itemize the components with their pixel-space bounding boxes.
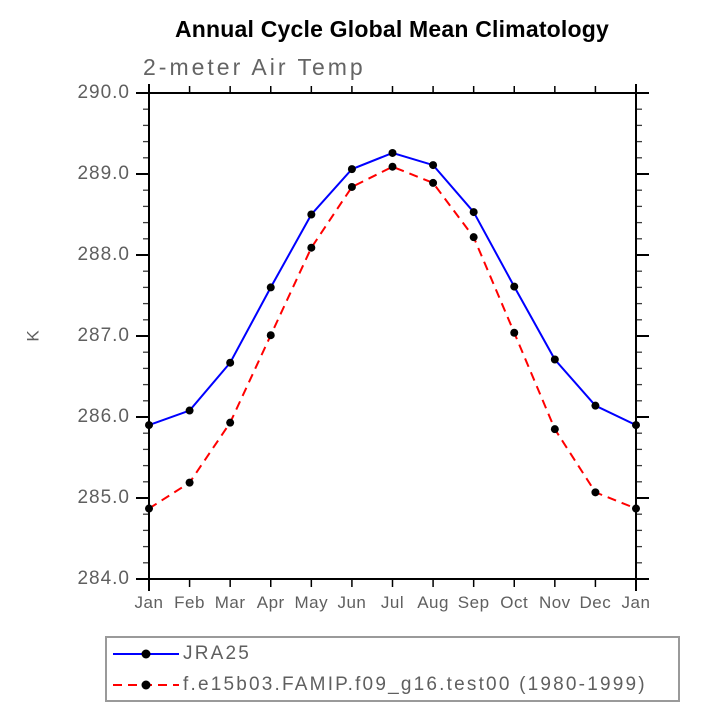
legend-item-model: f.e15b03.FAMIP.f09_g16.test00 (1980-1999… bbox=[107, 669, 678, 700]
x-tick-label: Jan bbox=[134, 593, 164, 612]
data-point-marker bbox=[185, 478, 194, 487]
legend-label: f.e15b03.FAMIP.f09_g16.test00 (1980-1999… bbox=[183, 673, 647, 695]
series-line-dashed bbox=[148, 165, 637, 510]
legend-item-jra25: JRA25 bbox=[107, 638, 678, 669]
y-tick-label: 290.0 bbox=[77, 82, 130, 103]
x-tick-label: Sep bbox=[457, 593, 490, 612]
data-point-marker bbox=[388, 162, 397, 171]
data-point-marker bbox=[429, 178, 438, 187]
legend-line-sample-dashed bbox=[113, 680, 179, 689]
legend: JRA25 f.e15b03.FAMIP.f09_g16.test00 (198… bbox=[105, 636, 680, 702]
series-line-solid bbox=[148, 151, 637, 427]
legend-marker-icon bbox=[141, 680, 151, 689]
y-tick-label: 289.0 bbox=[77, 163, 130, 184]
data-point-marker bbox=[510, 328, 519, 337]
data-point-marker bbox=[145, 421, 153, 430]
x-tick-label: Mar bbox=[214, 593, 246, 612]
data-point-marker bbox=[429, 161, 438, 170]
chart-subtitle: 2-meter Air Temp bbox=[143, 54, 366, 80]
y-tick-label: 287.0 bbox=[77, 325, 130, 346]
data-point-marker bbox=[307, 210, 316, 219]
chart-title: Annual Cycle Global Mean Climatology bbox=[174, 16, 610, 42]
x-tick-label: Feb bbox=[174, 593, 205, 612]
data-point-marker bbox=[307, 243, 316, 252]
x-tick-label: May bbox=[294, 593, 329, 612]
x-tick-label: Oct bbox=[500, 593, 529, 612]
legend-label: JRA25 bbox=[183, 642, 252, 664]
x-tick-label: Apr bbox=[256, 593, 285, 612]
x-tick-label: Nov bbox=[538, 593, 571, 612]
data-point-marker bbox=[550, 355, 559, 364]
x-tick-label: Aug bbox=[417, 593, 449, 612]
x-tick-label: Jun bbox=[337, 593, 367, 612]
x-tick-label: Jan bbox=[621, 593, 651, 612]
y-tick-label: 288.0 bbox=[77, 244, 130, 265]
data-point-marker bbox=[510, 282, 519, 291]
y-tick-label: 286.0 bbox=[77, 406, 130, 427]
data-point-marker bbox=[347, 165, 356, 174]
data-point-marker bbox=[632, 504, 640, 513]
data-point-marker bbox=[388, 148, 397, 157]
x-tick-label: Dec bbox=[579, 593, 612, 612]
data-point-marker bbox=[266, 283, 275, 292]
plot-frame bbox=[148, 92, 637, 580]
data-point-marker bbox=[550, 425, 559, 434]
data-point-marker bbox=[469, 233, 478, 242]
legend-line-sample-solid bbox=[113, 649, 179, 658]
data-point-marker bbox=[347, 182, 356, 191]
data-point-marker bbox=[591, 488, 600, 497]
data-point-marker bbox=[591, 401, 600, 410]
data-point-marker bbox=[185, 406, 194, 415]
data-point-marker bbox=[632, 421, 640, 430]
y-tick-label: 284.0 bbox=[77, 568, 130, 589]
data-point-marker bbox=[266, 331, 275, 340]
data-point-marker bbox=[145, 504, 153, 513]
data-point-marker bbox=[226, 418, 235, 427]
data-point-marker bbox=[469, 208, 478, 217]
y-tick-label: 285.0 bbox=[77, 487, 130, 508]
data-point-marker bbox=[226, 358, 235, 367]
x-tick-label: Jul bbox=[380, 593, 405, 612]
legend-marker-icon bbox=[141, 649, 151, 658]
